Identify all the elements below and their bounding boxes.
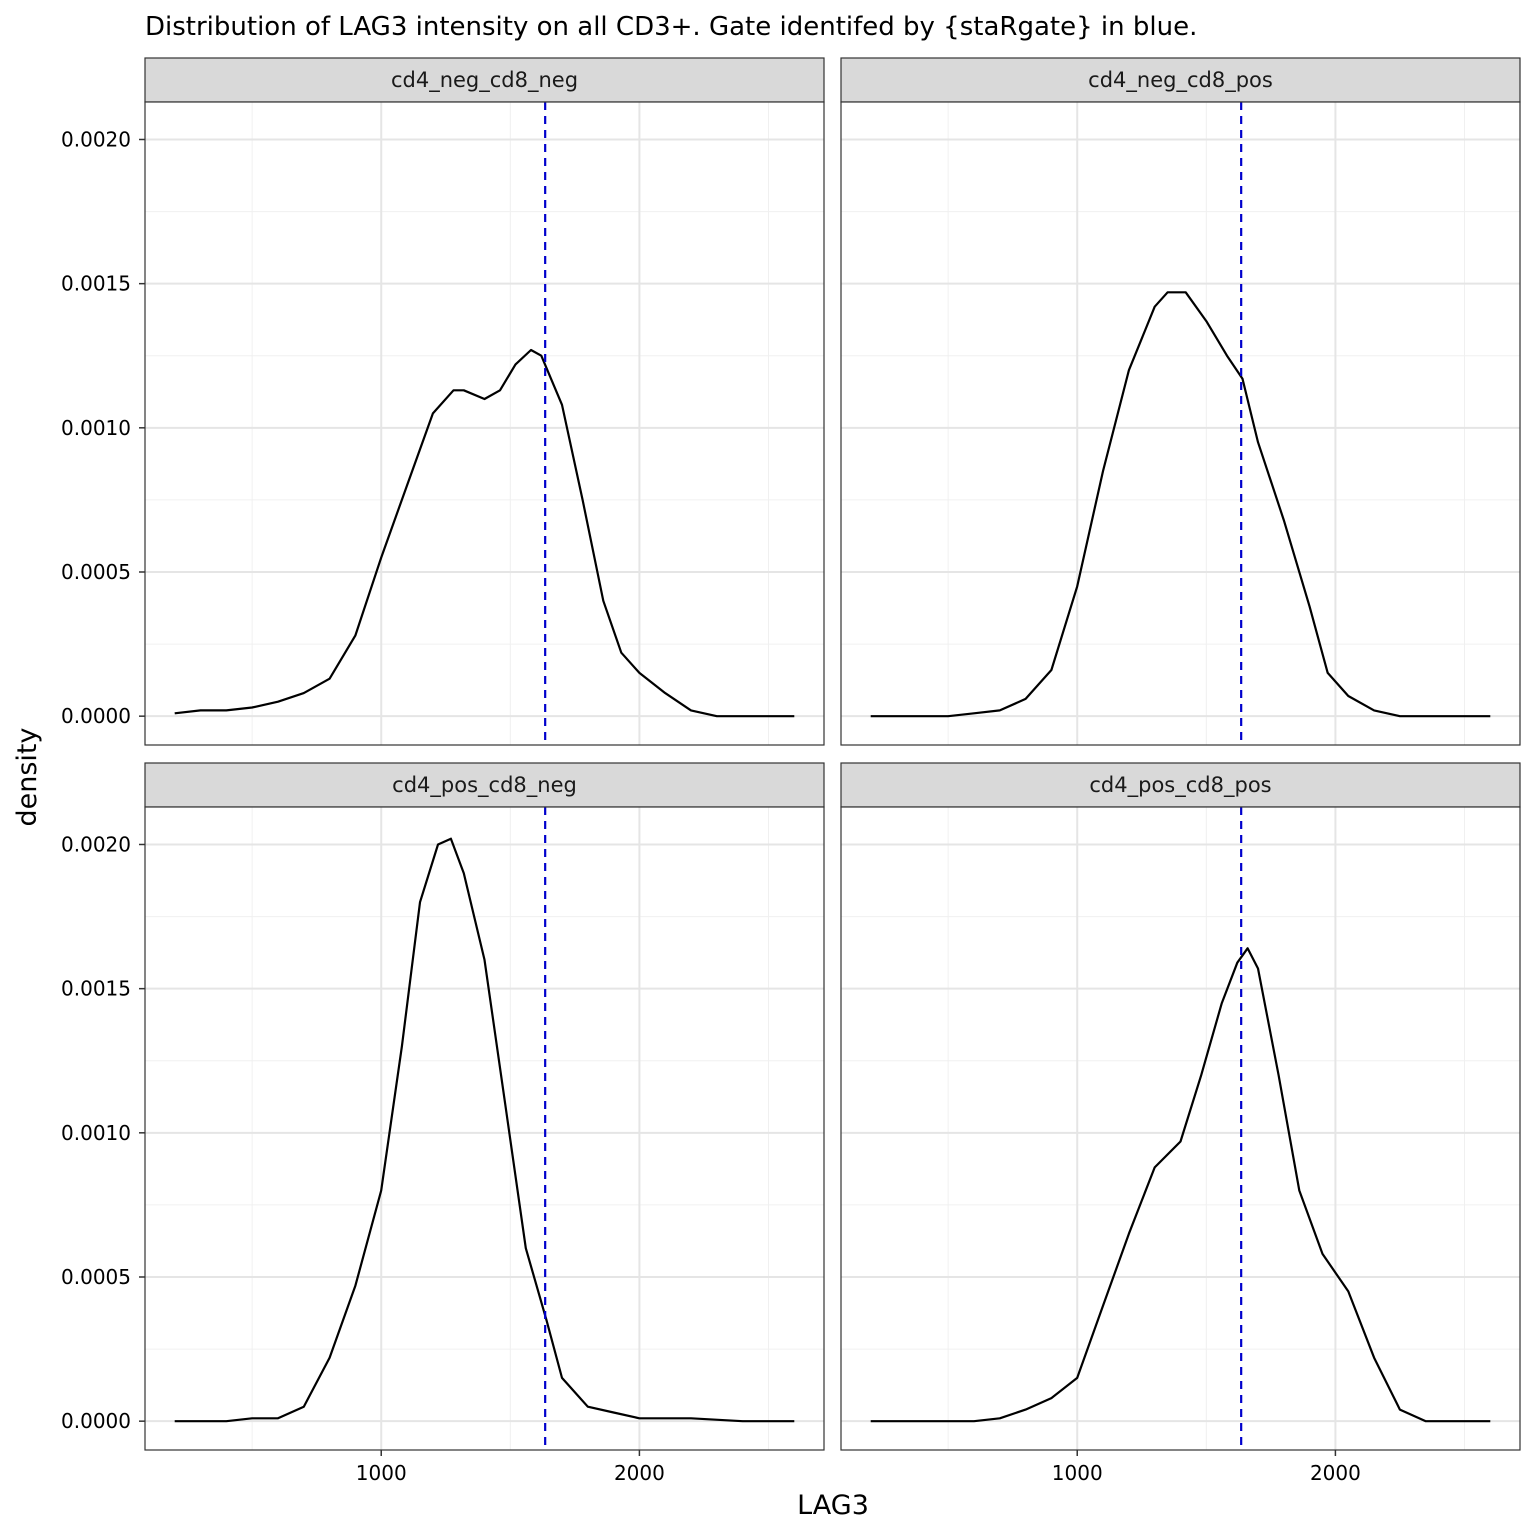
density-line: [174, 348, 795, 718]
facet-cd4_neg_cd8_pos: cd4_neg_cd8_pos: [840, 57, 1521, 746]
x-tick-label: 1000: [1052, 1461, 1103, 1485]
y-tick-label: 0.0005: [61, 1265, 131, 1289]
density-line: [870, 947, 1491, 1423]
facet-panels: cd4_neg_cd8_neg 0.0000 0.0005 0.0010 0.0015 0…: [61, 57, 1521, 1485]
y-tick-label: 0.0015: [61, 977, 131, 1001]
density-line: [174, 837, 795, 1423]
panel-border: [144, 101, 825, 746]
y-tick-label: 0.0020: [61, 127, 131, 151]
facet-strip-label: cd4_neg_cd8_pos: [1088, 68, 1273, 93]
facet-strip: [144, 57, 825, 103]
facet-cd4_pos_cd8_pos: cd4_pos_cd8_pos 1000 2000: [840, 762, 1521, 1485]
panel-background: [841, 102, 1520, 745]
y-tick-label: 0.0005: [61, 560, 131, 584]
facet-cd4_neg_cd8_neg: cd4_neg_cd8_neg 0.0000 0.0005 0.0010 0.0015 0…: [61, 57, 825, 746]
panel-border: [840, 101, 1521, 746]
x-tick-label: 2000: [614, 1461, 665, 1485]
y-tick-label: 0.0010: [61, 416, 131, 440]
facet-strip-label: cd4_pos_cd8_pos: [1089, 773, 1271, 798]
facet-strip-label: cd4_neg_cd8_neg: [391, 68, 578, 93]
facet-strip-label: cd4_pos_cd8_neg: [392, 773, 577, 798]
y-axis-title: density: [12, 727, 43, 826]
y-tick-label: 0.0010: [61, 1121, 131, 1145]
chart-title: Distribution of LAG3 intensity on all CD…: [145, 12, 1197, 42]
panel-border: [840, 806, 1521, 1451]
y-tick-label: 0.0015: [61, 272, 131, 296]
x-axis-title: LAG3: [797, 1490, 869, 1521]
panel-background: [841, 807, 1520, 1450]
facet-strip: [840, 762, 1521, 808]
density-line: [870, 291, 1491, 718]
facet-strip: [144, 762, 825, 808]
y-tick-label: 0.0000: [61, 704, 131, 728]
y-tick-label: 0.0000: [61, 1409, 131, 1433]
y-tick-label: 0.0020: [61, 832, 131, 856]
panel-background: [145, 102, 824, 745]
panel-border: [144, 806, 825, 1451]
x-tick-label: 1000: [356, 1461, 407, 1485]
x-tick-label: 2000: [1310, 1461, 1361, 1485]
panel-background: [145, 807, 824, 1450]
facet-cd4_pos_cd8_neg: cd4_pos_cd8_neg 0.0000 0.0005 0.0010 0.0015 0…: [61, 762, 825, 1485]
